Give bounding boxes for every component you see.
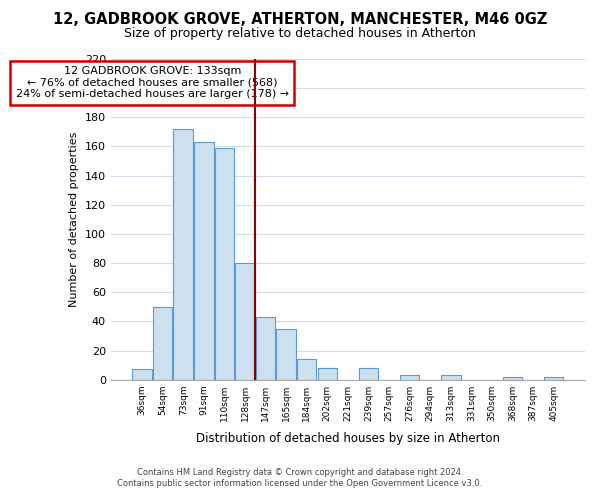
Bar (359, 368, 378, 380)
Bar (277, 328, 296, 380)
Bar (297, 359, 316, 380)
Bar (544, 376, 563, 380)
Bar (441, 376, 461, 380)
Y-axis label: Number of detached properties: Number of detached properties (69, 132, 79, 307)
X-axis label: Distribution of detached houses by size in Atherton: Distribution of detached houses by size … (196, 432, 500, 445)
Text: 12 GADBROOK GROVE: 133sqm
← 76% of detached houses are smaller (568)
24% of semi: 12 GADBROOK GROVE: 133sqm ← 76% of detac… (16, 66, 289, 100)
Bar (133, 370, 152, 380)
Bar (256, 317, 275, 380)
Bar (194, 142, 214, 380)
Bar (317, 368, 337, 380)
Bar (235, 263, 255, 380)
Bar (173, 129, 193, 380)
Text: Size of property relative to detached houses in Atherton: Size of property relative to detached ho… (124, 28, 476, 40)
Bar (215, 148, 234, 380)
Bar (503, 376, 522, 380)
Text: Contains HM Land Registry data © Crown copyright and database right 2024.
Contai: Contains HM Land Registry data © Crown c… (118, 468, 482, 487)
Bar (400, 376, 419, 380)
Text: 12, GADBROOK GROVE, ATHERTON, MANCHESTER, M46 0GZ: 12, GADBROOK GROVE, ATHERTON, MANCHESTER… (53, 12, 547, 28)
Bar (153, 307, 172, 380)
